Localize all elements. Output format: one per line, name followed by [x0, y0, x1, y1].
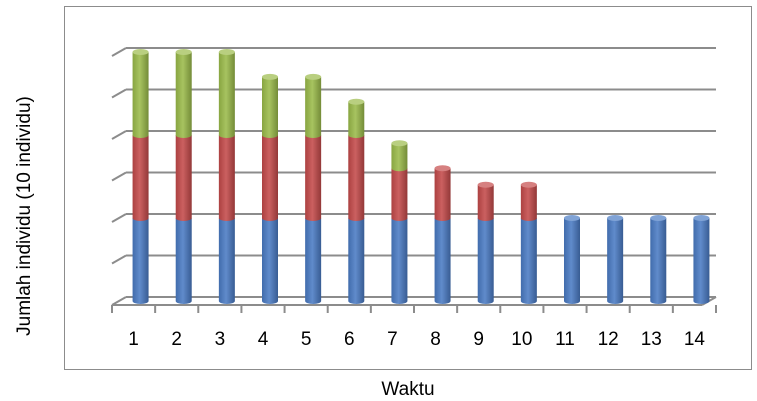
- bar-top-cap: [607, 215, 624, 221]
- x-tick-label: 13: [641, 329, 662, 350]
- x-tick-label: 5: [301, 329, 312, 350]
- bar-segment: [175, 135, 192, 222]
- bar-top-cap: [693, 215, 710, 221]
- x-axis: [111, 296, 717, 313]
- x-tick-label: 3: [215, 329, 226, 350]
- bar-segment: [650, 218, 667, 304]
- x-tick-label: 4: [258, 329, 269, 350]
- x-tick-label: 6: [344, 329, 355, 350]
- bar-segment: [305, 135, 322, 222]
- x-tick-label: 11: [555, 329, 575, 350]
- bar-top-cap: [262, 73, 278, 80]
- bar-series: [132, 49, 710, 304]
- bar-segment: [520, 218, 537, 304]
- bar-segment: [305, 76, 322, 138]
- bar-segment: [132, 135, 149, 222]
- bar-segment: [520, 184, 537, 222]
- bar-segment: [607, 218, 624, 304]
- bar-segment: [477, 184, 494, 222]
- gridline-depth: [111, 130, 127, 140]
- bar-top-cap: [650, 215, 667, 221]
- bar-segment: [348, 135, 365, 222]
- bar-segment: [262, 135, 278, 221]
- bar-segment: [218, 52, 235, 138]
- bar-top-cap: [132, 49, 149, 55]
- bar-top-cap: [175, 49, 192, 55]
- bar-top-cap: [520, 181, 537, 188]
- bar-top-cap: [348, 98, 365, 105]
- x-tick-label: 7: [387, 329, 398, 350]
- gridlines: [111, 47, 716, 306]
- y-axis-title: Jumlah individu (10 individu): [14, 96, 35, 336]
- bar-top-cap: [391, 140, 408, 147]
- bar-segment: [132, 52, 149, 138]
- bar-segment: [175, 218, 192, 304]
- bar-segment: [175, 52, 192, 138]
- gridline-depth: [111, 88, 127, 99]
- gridline-depth: [111, 254, 127, 265]
- x-tick-label: 9: [473, 329, 484, 350]
- bar-segment: [564, 218, 580, 304]
- bar-top-cap: [434, 165, 451, 172]
- gridline-depth: [111, 213, 127, 223]
- x-tick-label: 2: [171, 329, 182, 350]
- gridline-depth: [111, 47, 127, 57]
- bar-segment: [391, 218, 408, 304]
- bar-segment: [391, 143, 408, 172]
- bar-segment: [693, 218, 710, 304]
- bar-top-cap: [218, 49, 235, 55]
- x-tick-label: 12: [598, 329, 619, 350]
- bar-top-cap: [477, 181, 494, 188]
- bar-segment: [305, 218, 322, 304]
- gridline-depth: [111, 296, 127, 306]
- bar-segment: [348, 101, 365, 138]
- x-tick-label: 1: [128, 329, 139, 350]
- bar-top-cap: [305, 73, 322, 80]
- gridline-depth: [111, 171, 127, 182]
- bar-segment: [434, 218, 451, 304]
- chart-frame: [64, 6, 752, 370]
- bar-segment: [434, 168, 451, 222]
- bar-top-cap: [564, 215, 580, 221]
- x-tick-label: 14: [684, 329, 706, 350]
- bar-segment: [262, 76, 278, 138]
- bar-segment: [218, 135, 235, 222]
- bar-segment: [132, 218, 149, 304]
- x-tick-label: 8: [430, 329, 441, 350]
- bar-segment: [218, 218, 235, 304]
- x-tick-label: 10: [511, 329, 532, 350]
- bar-segment: [262, 218, 278, 304]
- bar-segment: [348, 218, 365, 304]
- bar-segment: [391, 168, 408, 222]
- x-axis-title: Waktu: [381, 379, 434, 400]
- x-tick-labels: 1 2 3 4 5 6 7 8 9 10 11 12 13 14: [128, 329, 705, 350]
- bar-segment: [477, 218, 494, 304]
